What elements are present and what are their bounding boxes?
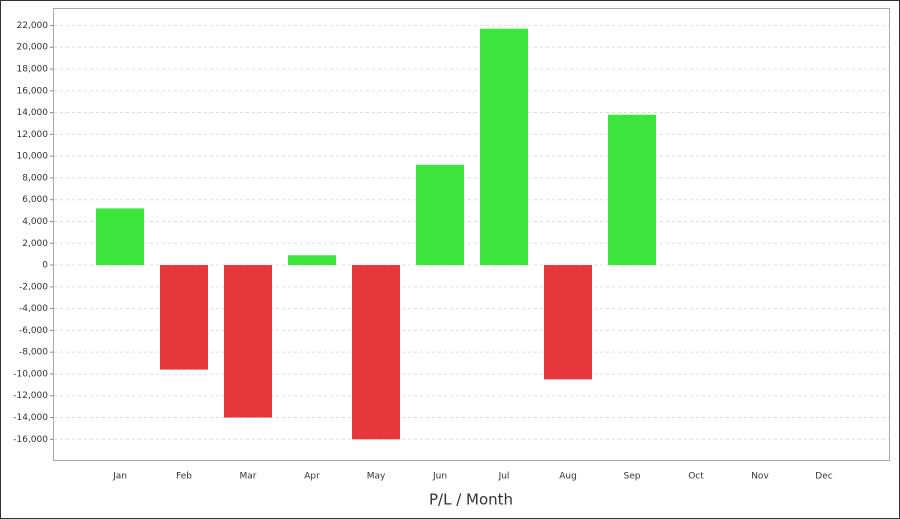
plot-area [53,8,890,461]
y-tick-label: -16,000 [13,435,48,445]
y-tick-label: -4,000 [19,304,48,314]
bar [480,28,528,266]
y-tick-label: -8,000 [19,348,48,358]
y-tick-label: 16,000 [17,86,49,96]
x-tick-label: Nov [751,472,769,482]
y-tick-label: -12,000 [13,391,48,401]
bar [608,114,656,266]
y-tick-label: 20,000 [17,43,49,53]
x-tick-label: Jul [498,472,510,482]
x-tick-label: Aug [559,472,577,482]
bar [416,164,464,266]
x-axis-title: P/L / Month [429,491,513,509]
bar [288,255,336,266]
y-tick-label: 22,000 [17,21,49,31]
x-tick-label: Feb [176,472,192,482]
y-tick-label: 18,000 [17,64,49,74]
bar [160,265,208,370]
y-tick-label: 12,000 [17,130,49,140]
x-tick-label: May [367,472,386,482]
x-tick-label: Jun [432,472,447,482]
y-tick-label: 0 [42,261,48,271]
y-tick-label: 4,000 [22,217,48,227]
y-tick-label: 8,000 [22,173,48,183]
y-tick-label: -2,000 [19,282,48,292]
x-tick-label: Jan [112,472,127,482]
y-tick-label: 14,000 [17,108,49,118]
x-tick-label: Sep [624,472,641,482]
bar [352,265,400,440]
y-tick-label: -6,000 [19,326,48,336]
bar [96,208,144,266]
bar [544,265,592,380]
y-tick-label: 2,000 [22,239,48,249]
y-tick-label: 6,000 [22,195,48,205]
x-tick-label: Oct [688,472,704,482]
x-tick-label: Mar [240,472,257,482]
x-tick-label: Apr [304,472,320,482]
y-tick-label: 10,000 [17,152,49,162]
bar [224,265,272,418]
y-tick-label: -14,000 [13,413,48,423]
x-tick-label: Dec [815,472,832,482]
y-tick-label: -10,000 [13,369,48,379]
